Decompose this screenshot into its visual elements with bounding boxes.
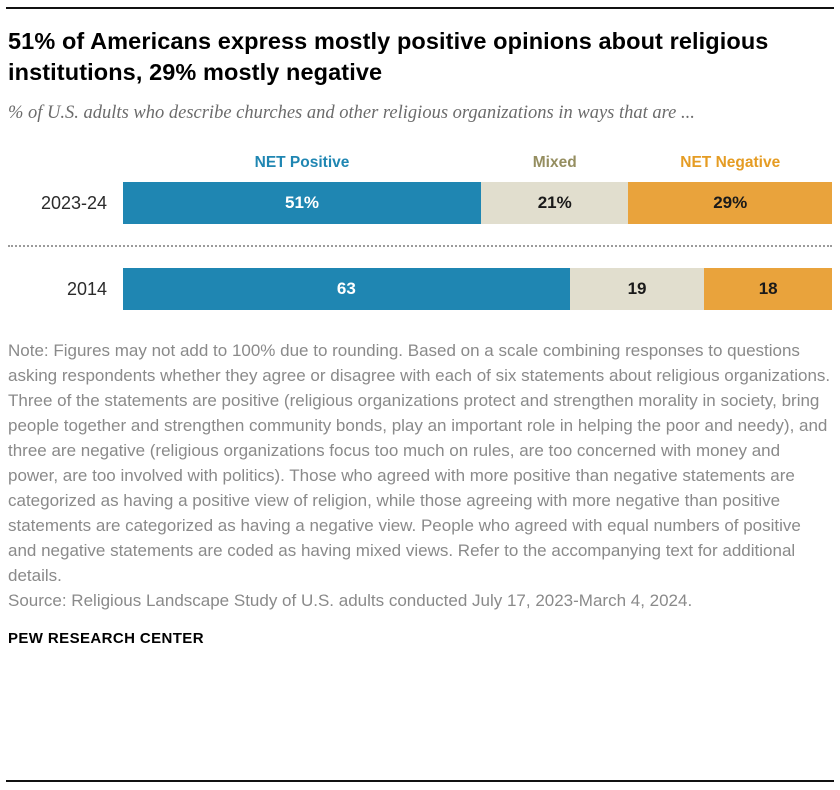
source-text: Source: Religious Landscape Study of U.S… — [8, 591, 693, 611]
page-title: 51% of Americans express mostly positive… — [8, 28, 769, 86]
chart-subtitle: % of U.S. adults who describe churches a… — [8, 102, 695, 123]
bar-2023-24: 51% 21% 29% — [123, 182, 833, 225]
legend-headers: NET Positive Mixed NET Negative — [123, 154, 832, 172]
bar-segment-net-positive: 63 — [123, 268, 570, 311]
dotted-divider — [8, 245, 832, 248]
bar-segment-mixed: 19 — [569, 268, 705, 311]
row-label-2014: 2014 — [66, 278, 107, 299]
bar-segment-net-positive: 51% — [123, 182, 482, 225]
bar-2014: 63 19 18 — [123, 268, 832, 311]
bar-segment-net-negative: 18 — [704, 268, 832, 311]
bar-segment-net-negative: 29% — [628, 182, 833, 225]
top-divider — [6, 7, 834, 9]
bar-segment-mixed: 21% — [481, 182, 629, 225]
row-label-2023-24: 2023-24 — [40, 192, 107, 213]
bar-row-2014: 2014 63 19 18 — [8, 268, 832, 311]
legend-mixed: Mixed — [532, 154, 577, 172]
legend-net-negative: NET Negative — [680, 154, 781, 172]
legend-row: NET Positive Mixed NET Negative — [8, 154, 832, 172]
brand-footer: PEW RESEARCH CENTER — [8, 630, 204, 648]
note-text: Note: Figures may not add to 100% due to… — [8, 341, 831, 586]
stacked-bar-chart: NET Positive Mixed NET Negative 2023-24 … — [8, 154, 833, 311]
bottom-divider — [6, 780, 834, 782]
legend-net-positive: NET Positive — [254, 154, 350, 172]
bar-row-2023-24: 2023-24 51% 21% 29% — [8, 182, 833, 225]
